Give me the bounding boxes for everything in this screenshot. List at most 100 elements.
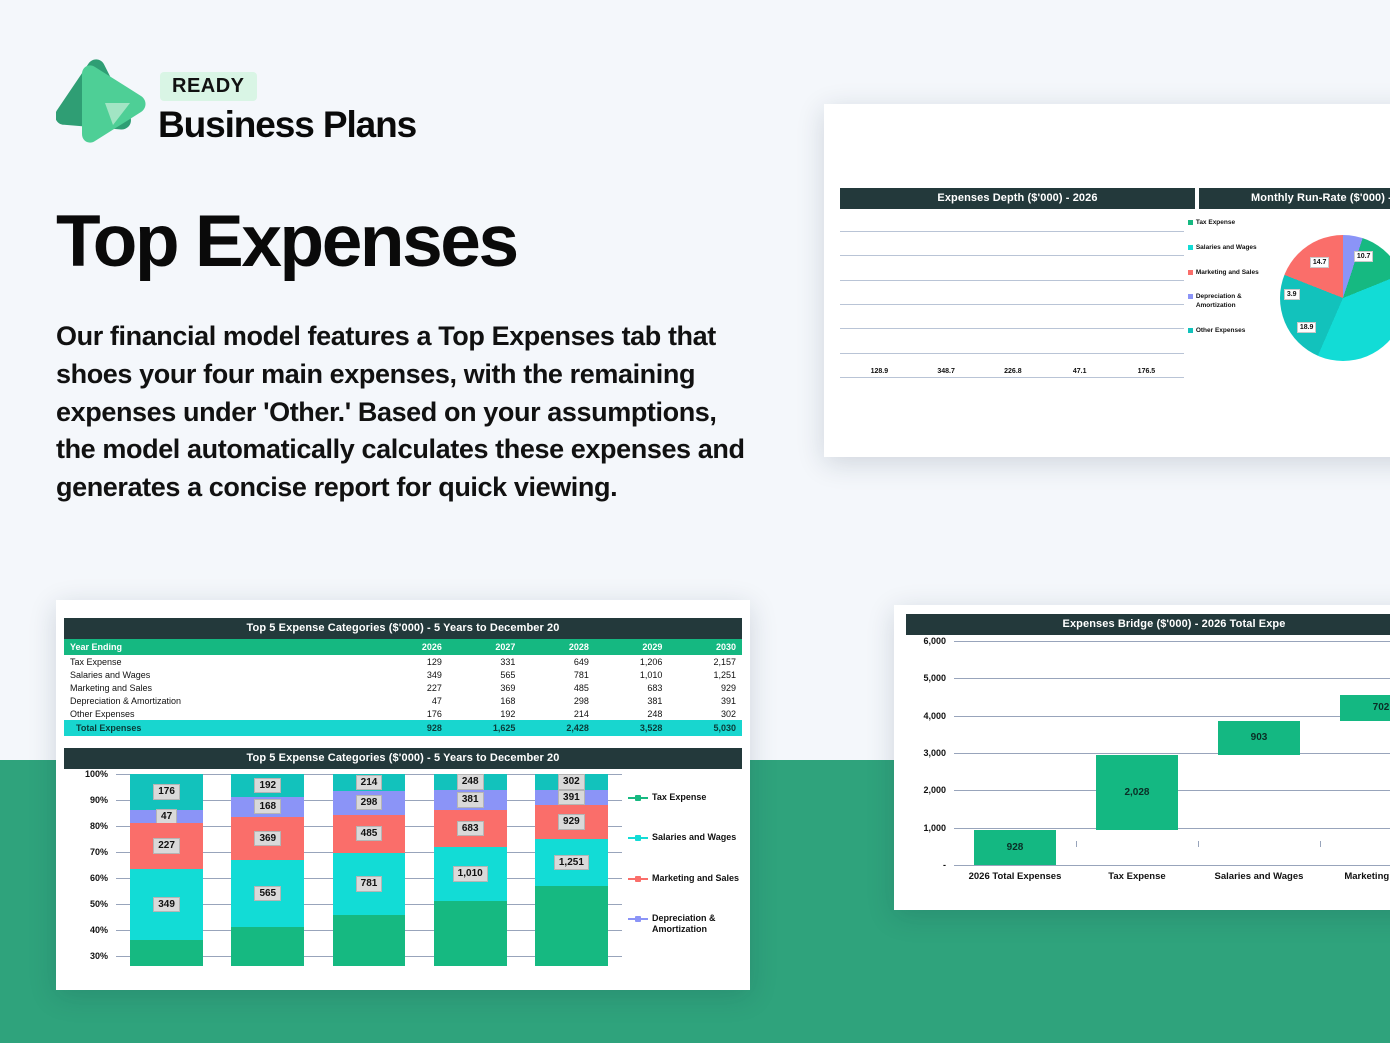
table-row-label: Marketing and Sales <box>70 682 153 693</box>
table-cell: 176 <box>426 708 442 719</box>
table-cell: 298 <box>573 695 589 706</box>
legend-swatch-icon <box>1187 220 1193 225</box>
legend-swatch-icon <box>1187 244 1193 250</box>
y-axis-tick-label: 5,000 <box>923 673 946 684</box>
page-title: Top Expenses <box>56 201 519 282</box>
stacked-segment: 298 <box>332 790 406 815</box>
table-total-cell: 928 <box>374 720 448 736</box>
brand-logo: READY Business Plans <box>56 56 436 152</box>
expense-categories-table: Year Ending 2026 2027 2028 2029 2030 Tax Expe… <box>64 639 742 736</box>
stacked-segment: 369 <box>231 816 305 861</box>
segment-value-label: 214 <box>355 774 383 791</box>
waterfall-bar: 928 <box>973 830 1057 865</box>
table-col-header: 2029 <box>594 639 669 655</box>
legend-swatch-icon <box>1187 327 1193 333</box>
gridline <box>954 678 1390 680</box>
waterfall-column: 2,028 <box>1076 641 1198 865</box>
table-footer: Total Expenses 928 1,625 2,428 3,528 5,030 <box>64 720 742 736</box>
table-row-label: Tax Expense <box>70 656 122 667</box>
y-axis-tick-label: 40% <box>89 924 108 935</box>
legend-marker-icon <box>628 915 648 923</box>
table-col-header: Year Ending <box>64 639 375 655</box>
pie-label-other: 3.9 <box>1283 289 1300 301</box>
waterfall-column: 903 <box>1198 641 1320 865</box>
stacked-segment: 485 <box>332 814 406 853</box>
bar-value-label: 176.5 <box>1137 368 1156 375</box>
stacked-segment: 1,251 <box>534 839 608 886</box>
x-axis-tick <box>1320 841 1321 847</box>
stacked-segment: 47 <box>130 808 204 825</box>
table-row: Depreciation & Amortization 47 168 298 381 39… <box>64 694 742 707</box>
stacked-segment: 227 <box>130 822 204 869</box>
table-cell: 214 <box>573 708 589 719</box>
table-cell: 929 <box>720 682 736 693</box>
pie-label-salaries: 18.9 <box>1296 322 1317 334</box>
stacked-segment: 248 <box>433 774 507 790</box>
x-axis-tick <box>1198 841 1199 847</box>
segment-value-label: 47 <box>156 808 178 825</box>
table-body: Tax Expense 129 331 649 1,206 2,157 Salaries a… <box>64 655 742 720</box>
expenses-depth-card: Expenses Depth ($'000) - 2026 Monthly Ru… <box>824 104 1390 457</box>
expense-stacked-chart-title: Top 5 Expense Categories ($'000) - 5 Yea… <box>64 748 742 769</box>
table-header-row: Year Ending 2026 2027 2028 2029 2030 <box>64 639 742 655</box>
table-total-cell: 1,625 <box>447 720 522 736</box>
segment-value-label: 302 <box>558 774 585 790</box>
stacked-segment: 168 <box>231 796 305 817</box>
table-col-header: 2030 <box>668 639 742 655</box>
stacked-segment: 683 <box>433 810 507 847</box>
stacked-segment: 391 <box>534 789 608 805</box>
y-axis-tick-label: 50% <box>89 898 108 909</box>
stacked-segment: 349 <box>130 868 204 940</box>
table-cell: 248 <box>647 708 663 719</box>
brand-name: Business Plans <box>158 104 417 145</box>
top-right-body: 128.9 348.7 226.8 47.1 176.5 Tax Expense Sala… <box>824 209 1390 387</box>
segment-value-label: 485 <box>355 825 383 842</box>
legend-item: Marketing and Sales <box>628 873 740 884</box>
y-axis-tick-label: - <box>943 860 946 870</box>
y-axis-tick-label: 2,000 <box>923 785 946 796</box>
legend-item: Marketing and Sales <box>1187 269 1276 278</box>
x-axis-tick <box>1076 841 1077 847</box>
y-axis-tick-label: 80% <box>89 820 108 831</box>
x-axis-label: 2026 Total Expenses <box>968 871 1062 882</box>
monthly-run-rate-title: Monthly Run-Rate ($'000) - <box>1199 188 1390 209</box>
stacked-column-segments: 248 381 683 1,010 <box>433 774 507 966</box>
table-col-header: 2028 <box>521 639 595 655</box>
table-cell: 683 <box>647 682 663 693</box>
stacked-column-segments: 302 391 929 1,251 <box>534 774 608 966</box>
stacked-chart-columns: 176 47 227 349 192 168 369 565 214 298 485 781 248 38… <box>116 774 622 966</box>
play-triangle-logo-icon <box>56 59 146 143</box>
segment-value-label: 298 <box>355 794 383 811</box>
bar-value-label: 47.1 <box>1072 368 1087 375</box>
legend-label: Depreciation & Amortization <box>1195 293 1242 310</box>
expenses-depth-title: Expenses Depth ($'000) - 2026 <box>840 188 1195 209</box>
y-axis-tick-label: 70% <box>89 846 108 857</box>
stacked-column-segments: 192 168 369 565 <box>231 774 305 966</box>
table-cell: 649 <box>573 656 589 667</box>
waterfall-chart: 6,000 5,000 4,000 3,000 2,000 1,000 - 928 2,028… <box>906 636 1390 889</box>
table-row: Tax Expense 129 331 649 1,206 2,157 <box>64 655 742 668</box>
table-cell: 168 <box>500 695 516 706</box>
hero-description: Our financial model features a Top Expen… <box>56 321 745 503</box>
segment-value-label: 381 <box>456 792 484 808</box>
segment-value-label: 1,251 <box>553 854 589 871</box>
stacked-segment <box>433 901 507 966</box>
segment-value-label: 781 <box>355 876 383 892</box>
expense-table-title: Top 5 Expense Categories ($'000) - 5 Yea… <box>64 618 742 639</box>
table-row: Salaries and Wages 349 565 781 1,010 1,251 <box>64 668 742 681</box>
stacked-column: 248 381 683 1,010 <box>420 774 521 966</box>
segment-value-label: 683 <box>456 820 484 837</box>
waterfall-bar: 903 <box>1217 720 1301 755</box>
legend-label: Tax Expense <box>652 792 707 802</box>
stacked-chart-plot: 176 47 227 349 192 168 369 565 214 298 485 781 248 38… <box>116 774 622 966</box>
table-col-header: 2027 <box>447 639 522 655</box>
table-row-label: Depreciation & Amortization <box>70 695 182 706</box>
legend-marker-icon <box>628 875 648 883</box>
legend-item: Salaries and Wages <box>628 832 740 843</box>
gridline <box>954 715 1390 717</box>
stacked-segment <box>130 939 204 966</box>
legend-item: Tax Expense <box>628 792 740 803</box>
table-cell: 781 <box>573 669 589 680</box>
stacked-chart-legend: Tax Expense Salaries and Wages Marketing a… <box>628 792 740 964</box>
legend-label: Other Expenses <box>1195 326 1246 334</box>
